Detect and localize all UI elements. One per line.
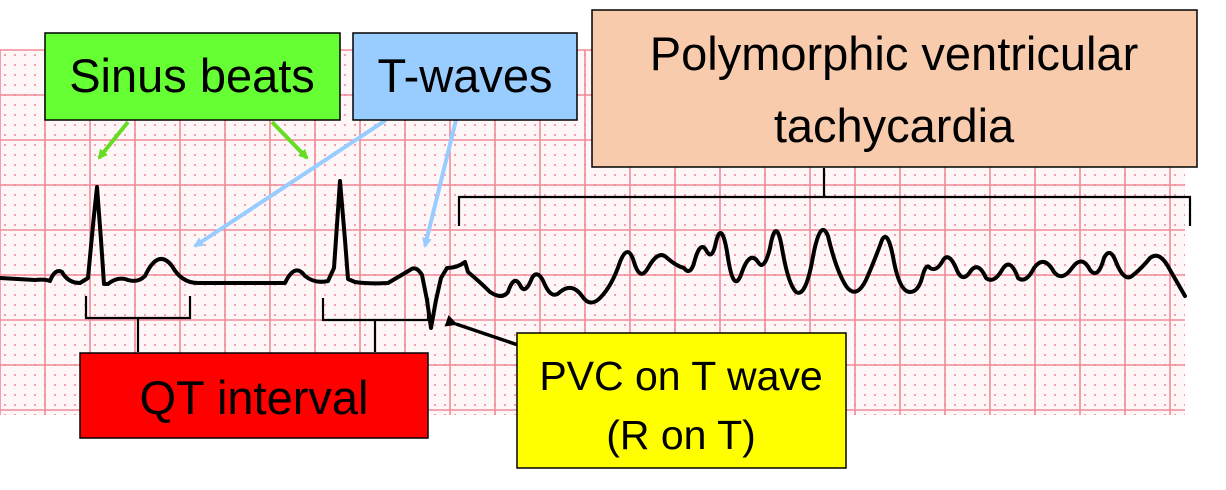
sinus-beats-text: Sinus beats	[69, 49, 315, 102]
sinus-beats-label: Sinus beats	[44, 32, 341, 121]
pvc-arrow	[444, 315, 522, 348]
qt-interval-text: QT interval	[140, 371, 369, 424]
polymorphic-vt-text-line1: Polymorphic ventricular	[650, 27, 1138, 80]
sinus-arrows	[97, 120, 309, 160]
twave-arrows	[193, 118, 458, 248]
qt-interval-label: QT interval	[79, 352, 429, 439]
t-waves-label: T-waves	[352, 32, 578, 121]
polymorphic-bracket	[457, 168, 1192, 226]
qt-bracket-first	[84, 296, 192, 352]
polymorphic-vt-text-line2: tachycardia	[774, 99, 1015, 152]
pvc-text-line2: (R on T)	[606, 412, 756, 458]
polymorphic-vt-label: Polymorphic ventricular tachycardia	[591, 9, 1198, 168]
pvc-on-t-label: PVC on T wave (R on T)	[516, 332, 847, 469]
pvc-text-line1: PVC on T wave	[539, 353, 822, 399]
t-waves-text: T-waves	[378, 49, 553, 102]
ecg-trace	[0, 179, 1187, 330]
